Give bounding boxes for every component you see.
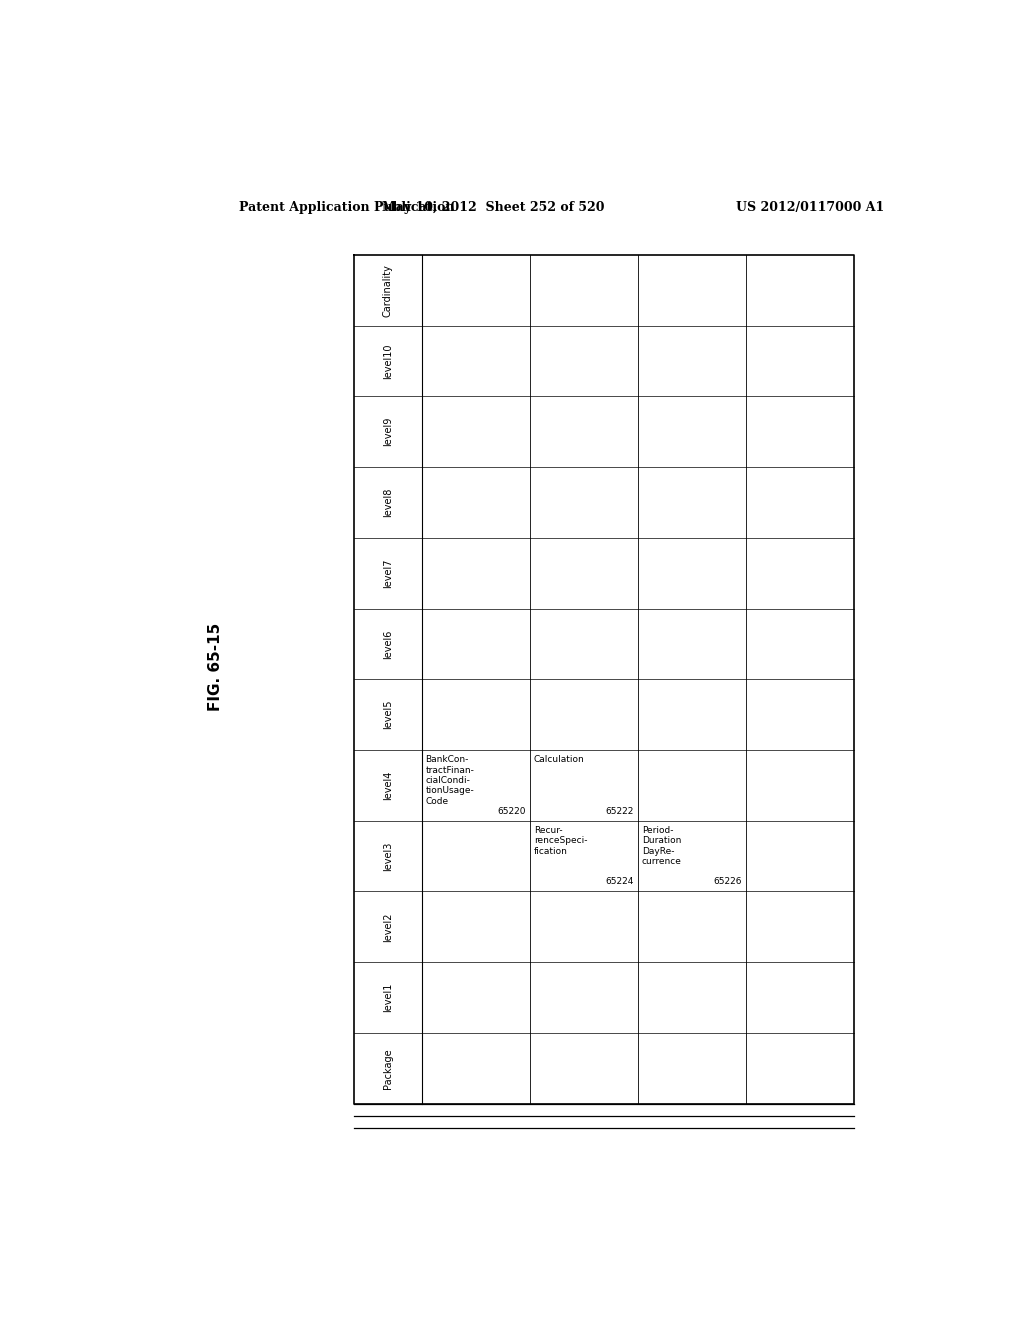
Text: US 2012/0117000 A1: US 2012/0117000 A1: [736, 201, 885, 214]
Text: Calculation: Calculation: [534, 755, 585, 764]
Text: level3: level3: [383, 841, 393, 871]
Text: Period-
Duration
DayRe-
currence: Period- Duration DayRe- currence: [642, 826, 682, 866]
Text: level8: level8: [383, 488, 393, 517]
Text: level5: level5: [383, 700, 393, 730]
Text: level7: level7: [383, 558, 393, 587]
Text: BankCon-
tractFinan-
cialCondi-
tionUsage-
Code: BankCon- tractFinan- cialCondi- tionUsag…: [426, 755, 474, 805]
Text: 65220: 65220: [498, 807, 525, 816]
Text: 65224: 65224: [605, 878, 634, 887]
Text: level9: level9: [383, 417, 393, 446]
Text: level2: level2: [383, 912, 393, 941]
Text: 65222: 65222: [605, 807, 634, 816]
Text: Cardinality: Cardinality: [383, 264, 393, 317]
Text: Package: Package: [383, 1048, 393, 1089]
Text: level10: level10: [383, 343, 393, 379]
Text: Patent Application Publication: Patent Application Publication: [240, 201, 455, 214]
Text: May 10, 2012  Sheet 252 of 520: May 10, 2012 Sheet 252 of 520: [382, 201, 604, 214]
Text: level1: level1: [383, 983, 393, 1012]
Text: Recur-
renceSpeci-
fication: Recur- renceSpeci- fication: [534, 826, 587, 855]
Text: level6: level6: [383, 630, 393, 659]
Text: FIG. 65-15: FIG. 65-15: [208, 623, 223, 710]
Text: 65226: 65226: [714, 878, 742, 887]
Text: level4: level4: [383, 771, 393, 800]
